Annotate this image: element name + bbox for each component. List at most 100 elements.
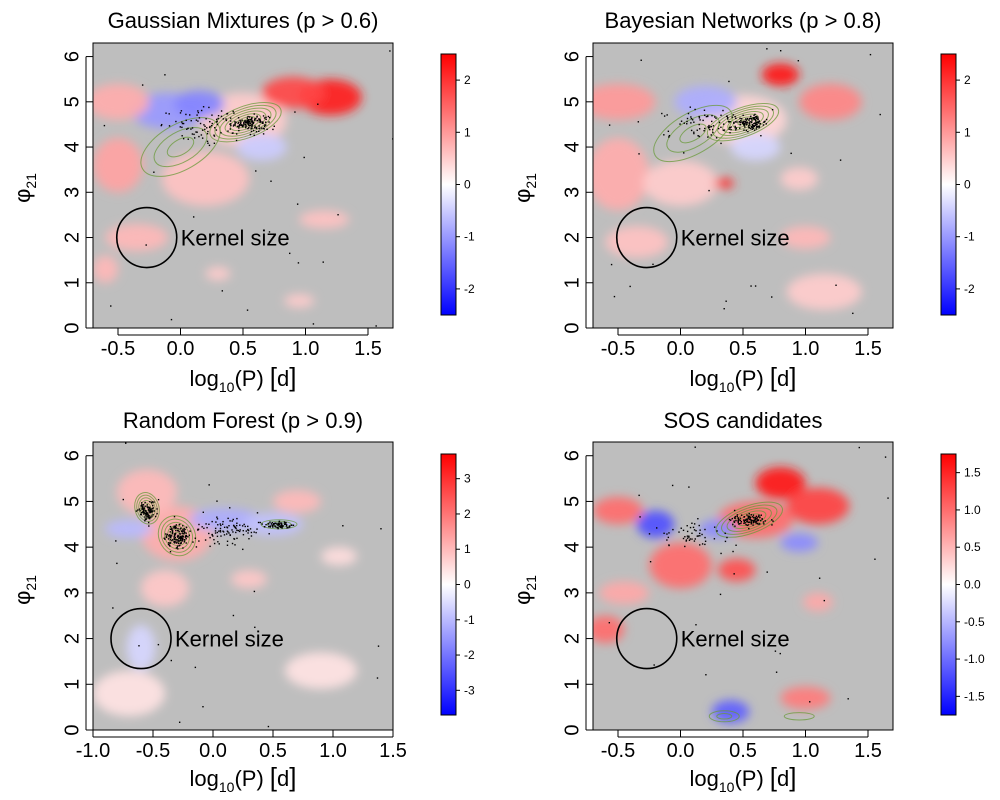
data-point: [260, 127, 263, 129]
data-point: [190, 119, 192, 122]
data-point: [265, 118, 267, 121]
data-point: [750, 523, 753, 525]
data-point: [756, 518, 758, 520]
data-point: [747, 130, 749, 133]
data-point: [195, 119, 198, 121]
data-point: [797, 60, 800, 62]
data-point: [754, 516, 756, 519]
y-tick-label: 1: [561, 679, 583, 690]
data-point: [174, 538, 176, 541]
data-point: [195, 131, 197, 133]
data-point: [668, 136, 670, 138]
data-point: [745, 523, 747, 526]
density-contour: [157, 515, 197, 557]
data-point: [270, 523, 273, 525]
data-point: [244, 123, 247, 126]
data-point: [142, 508, 144, 510]
data-point: [183, 539, 186, 541]
data-point: [698, 135, 700, 138]
x-tick-label: 0.0: [667, 338, 695, 360]
data-point: [177, 534, 179, 537]
data-point: [755, 521, 757, 523]
data-point: [858, 446, 860, 449]
data-point: [270, 180, 272, 182]
data-point: [148, 525, 150, 527]
data-point: [680, 120, 683, 122]
density-contour: [679, 123, 707, 144]
data-point: [201, 129, 204, 131]
data-point: [668, 532, 670, 534]
data-point: [180, 542, 182, 544]
data-point: [746, 520, 748, 522]
data-point: [771, 519, 773, 521]
data-point: [247, 121, 250, 124]
data-point: [764, 520, 766, 522]
colorbar-tick-label: -2: [964, 282, 975, 296]
data-point: [219, 527, 222, 530]
data-point: [239, 122, 242, 125]
data-point: [169, 545, 171, 547]
data-point: [722, 109, 724, 112]
data-point: [752, 522, 755, 524]
data-point: [667, 536, 670, 539]
data-point: [151, 511, 153, 513]
data-point: [169, 535, 171, 538]
data-point: [234, 526, 236, 528]
x-tick-label: 0.5: [729, 338, 757, 360]
data-point: [268, 231, 271, 233]
data-point: [168, 125, 171, 127]
data-point: [180, 536, 182, 538]
data-point: [252, 121, 254, 123]
data-point: [223, 526, 226, 529]
data-point: [637, 121, 640, 123]
data-point: [160, 124, 162, 127]
data-point: [775, 671, 778, 673]
data-point: [754, 517, 756, 519]
data-point: [208, 484, 210, 486]
data-point: [289, 525, 291, 527]
data-point: [112, 607, 114, 609]
data-point: [144, 516, 146, 518]
data-point: [144, 518, 147, 520]
data-point: [245, 530, 247, 532]
data-point: [694, 108, 696, 111]
data-point: [153, 510, 156, 512]
x-tick-label: 0.0: [167, 338, 195, 360]
data-point: [735, 129, 737, 131]
data-point: [251, 123, 254, 125]
data-point: [226, 527, 229, 529]
data-point: [218, 543, 220, 545]
data-point: [638, 494, 640, 497]
data-point: [229, 120, 232, 122]
data-point: [231, 542, 234, 545]
data-point: [232, 524, 235, 527]
data-point: [716, 530, 718, 532]
data-point: [752, 524, 754, 526]
data-point: [185, 542, 187, 544]
data-point: [737, 518, 740, 521]
heatmap-blob: [285, 652, 357, 689]
data-point: [181, 538, 184, 540]
data-point: [239, 524, 241, 526]
x-tick-label: -0.5: [101, 338, 135, 360]
data-point: [185, 119, 187, 122]
data-point: [737, 521, 739, 524]
data-point: [746, 121, 748, 123]
data-point: [693, 523, 696, 525]
data-point: [731, 116, 733, 118]
data-point: [683, 152, 685, 154]
data-point: [170, 659, 173, 662]
data-point: [375, 325, 377, 327]
data-point: [689, 538, 691, 540]
colorbar: 3 2 1 0 -1 -2 -3: [440, 453, 475, 716]
data-point: [165, 533, 167, 535]
data-point: [322, 261, 324, 263]
x-tick-label: 0.5: [729, 740, 757, 762]
data-point: [754, 285, 757, 287]
data-point: [248, 123, 250, 125]
data-point: [173, 542, 176, 544]
data-point: [269, 526, 272, 528]
data-point: [282, 525, 284, 527]
data-point: [169, 539, 172, 541]
heatmap-blob: [105, 223, 168, 252]
